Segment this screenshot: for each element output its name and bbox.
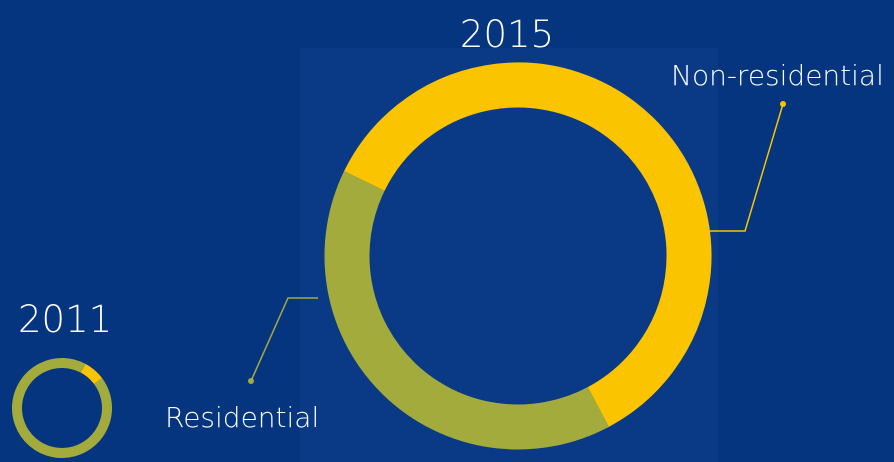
slice-label-residential: Residential <box>165 401 319 434</box>
donut-slice-residential <box>324 171 609 450</box>
chart-title-2011: 2011 <box>18 298 112 341</box>
donut-slice-non-residential <box>344 62 712 427</box>
leader-line-non-residential <box>706 101 786 232</box>
chart-title-2015: 2015 <box>460 13 554 56</box>
donut-slice-residential <box>12 358 112 458</box>
donut-2011 <box>12 358 112 458</box>
slice-label-non-residential: Non-residential <box>671 59 884 92</box>
leader-line-residential <box>248 297 318 384</box>
donut-2015 <box>324 62 712 450</box>
donut-slice-non-residential <box>80 363 103 385</box>
